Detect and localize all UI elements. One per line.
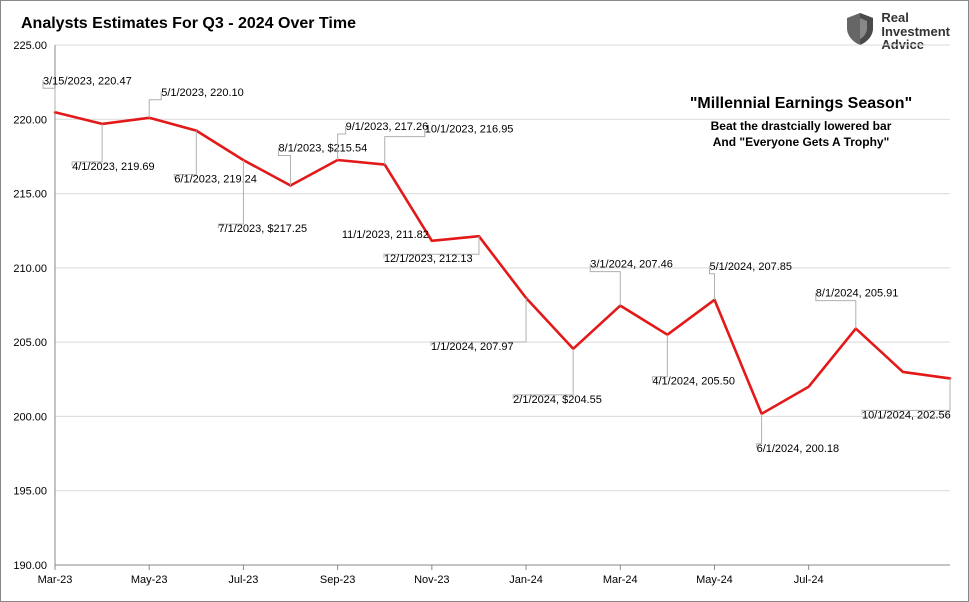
data-label: 5/1/2024, 207.85 (709, 261, 792, 273)
data-label: 6/1/2024, 200.18 (757, 443, 840, 455)
x-tick-label: Nov-23 (414, 574, 449, 586)
y-tick-label: 210.00 (13, 263, 47, 275)
data-label: 8/1/2024, 205.91 (816, 288, 899, 300)
data-label: 3/15/2023, 220.47 (43, 75, 132, 87)
leader-line (513, 349, 573, 399)
data-label: 3/1/2024, 207.46 (590, 259, 673, 271)
leader-line (218, 160, 243, 228)
leader-line (431, 298, 526, 346)
y-tick-label: 215.00 (13, 189, 47, 201)
data-label: 1/1/2024, 207.97 (431, 341, 514, 353)
leader-line (72, 124, 102, 166)
y-tick-label: 225.00 (13, 40, 47, 52)
data-label: 9/1/2023, 217.26 (346, 121, 429, 133)
data-label: 10/1/2023, 216.95 (425, 124, 514, 136)
estimate-line (55, 112, 950, 414)
y-tick-label: 195.00 (13, 486, 47, 498)
leader-line (149, 92, 161, 118)
data-label: 5/1/2023, 220.10 (161, 87, 244, 99)
y-tick-label: 220.00 (13, 114, 47, 126)
data-label: 4/1/2024, 205.50 (652, 376, 735, 388)
leader-line (174, 131, 196, 179)
data-label: 4/1/2023, 219.69 (72, 161, 155, 173)
data-label: 12/1/2023, 212.13 (384, 253, 473, 265)
data-label: 2/1/2024, $204.55 (513, 394, 602, 406)
annotation-title: "Millennial Earnings Season" (690, 95, 912, 112)
x-tick-label: May-24 (696, 574, 733, 586)
data-label: 10/1/2024, 202.56 (862, 409, 951, 421)
x-tick-label: May-23 (131, 574, 168, 586)
x-tick-label: Mar-23 (38, 574, 73, 586)
leader-line (652, 335, 667, 381)
data-label: 8/1/2023, $215.54 (279, 143, 368, 155)
line-chart: 190.00 195.00 200.00 205.00 210.00 215.00 220.… (1, 1, 969, 602)
annotation-sub2: And "Everyone Gets A Trophy" (713, 135, 890, 149)
x-tick-label: Jul-24 (794, 574, 824, 586)
y-tick-label: 205.00 (13, 337, 47, 349)
data-label: 11/1/2023, 211.82 (342, 229, 429, 241)
y-tick-label: 200.00 (13, 411, 47, 423)
y-tick-label: 190.00 (13, 560, 47, 572)
x-tick-label: Sep-23 (320, 574, 355, 586)
x-tick-label: Jul-23 (228, 574, 258, 586)
data-label: 6/1/2023, 219.24 (174, 174, 257, 186)
leader-line (385, 129, 425, 165)
annotation-sub1: Beat the drastcially lowered bar (711, 119, 892, 133)
x-tick-label: Mar-24 (603, 574, 638, 586)
x-tick-label: Jan-24 (509, 574, 543, 586)
data-label: 7/1/2023, $217.25 (218, 223, 307, 235)
